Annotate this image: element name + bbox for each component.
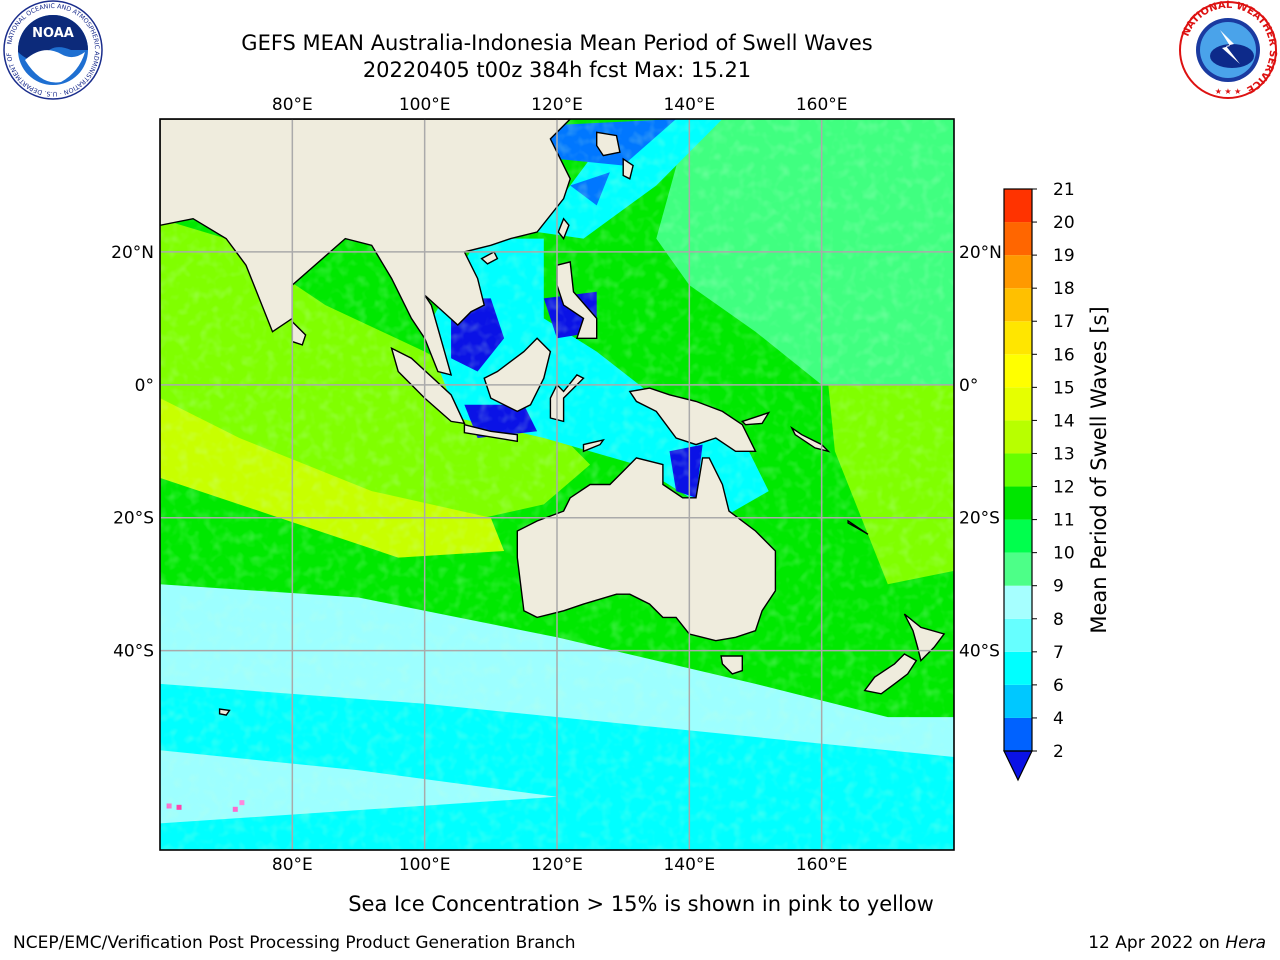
colorbar-segment: [1004, 420, 1032, 454]
colorbar-segment: [1004, 651, 1032, 685]
lat-labels-left: 20°N 0° 20°S 40°S: [111, 243, 154, 662]
new-britain: [741, 411, 771, 426]
solomons: [790, 425, 831, 453]
colorbar-segment: [1004, 552, 1032, 586]
footer-date: 12 Apr 2022 on Hera: [1088, 932, 1266, 954]
sulawesi: [549, 374, 585, 423]
colorbar-tick-label: 19: [1053, 246, 1075, 266]
colorbar-segment: [1004, 684, 1032, 718]
lon-tick-label-bottom: 160°E: [796, 855, 848, 875]
colorbar-tick-label: 10: [1053, 544, 1075, 564]
colorbar-tick-label: 15: [1053, 378, 1075, 398]
lat-tick-label-left: 40°S: [113, 642, 154, 662]
landmasses: [160, 119, 946, 716]
colorbar-segment: [1004, 255, 1032, 289]
lon-tick-label-bottom: 80°E: [272, 855, 313, 875]
noaa-logo: NATIONAL OCEANIC AND ATMOSPHERIC ADMINIS…: [3, 0, 103, 100]
lat-tick-label-right: 40°S: [959, 642, 1000, 662]
asia-mainland: [160, 119, 572, 376]
footer-branch: NCEP/EMC/Verification Post Processing Pr…: [13, 933, 576, 953]
lon-tick-label-bottom: 140°E: [663, 855, 715, 875]
java: [463, 423, 518, 443]
sumatra: [390, 346, 466, 425]
colorbar: 2 4 6 7 8 9 10 11 12 13 14 15 16 17 18 19 20 21: [1003, 180, 1075, 782]
kyushu: [622, 157, 634, 180]
lat-tick-label-right: 0°: [959, 376, 978, 396]
lon-tick-label-top: 100°E: [399, 95, 451, 115]
colorbar-tick-label: 18: [1053, 279, 1075, 299]
colorbar-tick-label: 9: [1053, 577, 1064, 597]
lon-tick-label-top: 120°E: [531, 95, 583, 115]
colorbar-segment: [1004, 189, 1032, 223]
lat-tick-label-left: 20°N: [111, 243, 154, 263]
colorbar-tick-label: 12: [1053, 478, 1075, 498]
lon-tick-label-bottom: 120°E: [531, 855, 583, 875]
colorbar-segment: [1004, 222, 1032, 256]
australia: [516, 457, 777, 642]
colorbar-segment: [1004, 321, 1032, 355]
lon-tick-label-top: 160°E: [796, 95, 848, 115]
new-caledonia: [847, 519, 869, 535]
colorbar-segment: [1004, 618, 1032, 652]
colorbar-segment: [1004, 717, 1032, 751]
hainan: [480, 250, 499, 265]
colorbar-tick-label: 16: [1053, 345, 1075, 365]
korea-japan: [596, 131, 621, 157]
colorbar-segment: [1004, 519, 1032, 553]
map-gridlines: [160, 119, 954, 850]
timor: [582, 438, 605, 453]
colorbar-outline: [1003, 188, 1033, 752]
lat-labels-right: 20°N 0° 20°S 40°S: [959, 243, 1002, 662]
colorbar-segment: [1004, 486, 1032, 520]
colorbar-segment: [1004, 354, 1032, 388]
new-guinea: [628, 387, 757, 452]
philippines: [556, 261, 598, 339]
colorbar-tick-label: 2: [1053, 742, 1064, 762]
borneo: [483, 337, 552, 413]
new-zealand-north: [903, 613, 946, 662]
new-zealand-south: [863, 653, 918, 695]
colorbar-tick-label: 17: [1053, 312, 1075, 332]
lon-tick-label-bottom: 100°E: [399, 855, 451, 875]
colorbar-tick-label: 7: [1053, 643, 1064, 663]
nws-stars: ★ ★ ★: [1215, 87, 1242, 96]
kerguelen: [218, 708, 231, 716]
lat-tick-label-left: 0°: [135, 376, 154, 396]
colorbar-extend-arrow: [1003, 750, 1033, 782]
chart-title: GEFS MEAN Australia-Indonesia Mean Perio…: [241, 31, 873, 55]
nws-logo: NATIONAL WEATHER SERVICE ★ ★ ★: [1179, 0, 1278, 99]
lat-tick-label-left: 20°S: [113, 509, 154, 529]
tasmania: [720, 655, 743, 675]
noaa-wordmark: NOAA: [32, 26, 74, 41]
colorbar-segment: [1004, 387, 1032, 421]
lon-tick-label-top: 80°E: [272, 95, 313, 115]
lat-tick-label-right: 20°S: [959, 509, 1000, 529]
colorbar-segment: [1004, 288, 1032, 322]
lon-tick-label-top: 140°E: [663, 95, 715, 115]
colorbar-segment: [1004, 585, 1032, 619]
taiwan: [557, 217, 570, 240]
colorbar-segment: [1004, 453, 1032, 487]
colorbar-tick-label: 14: [1053, 411, 1075, 431]
colorbar-tick-label: 11: [1053, 511, 1075, 531]
footer-machine: Hera: [1225, 933, 1266, 953]
colorbar-tick-label: 20: [1053, 213, 1075, 233]
sea-ice-note: Sea Ice Concentration > 15% is shown in …: [348, 892, 934, 916]
colorbar-tick-label: 4: [1053, 709, 1064, 729]
lat-tick-label-right: 20°N: [959, 243, 1002, 263]
colorbar-label: Mean Period of Swell Waves [s]: [1087, 306, 1111, 633]
colorbar-tick-label: 13: [1053, 444, 1075, 464]
lon-labels-bottom: 80°E 100°E 120°E 140°E 160°E: [272, 855, 848, 875]
lon-labels-top: 80°E 100°E 120°E 140°E 160°E: [272, 95, 848, 115]
chart-subtitle: 20220405 t00z 384h fcst Max: 15.21: [362, 58, 752, 82]
colorbar-tick-label: 8: [1053, 610, 1064, 630]
map-frame: [159, 118, 955, 851]
colorbar-tick-label: 6: [1053, 676, 1064, 696]
footer-date-text: 12 Apr 2022 on: [1088, 933, 1226, 953]
colorbar-tick-label: 21: [1053, 180, 1075, 200]
